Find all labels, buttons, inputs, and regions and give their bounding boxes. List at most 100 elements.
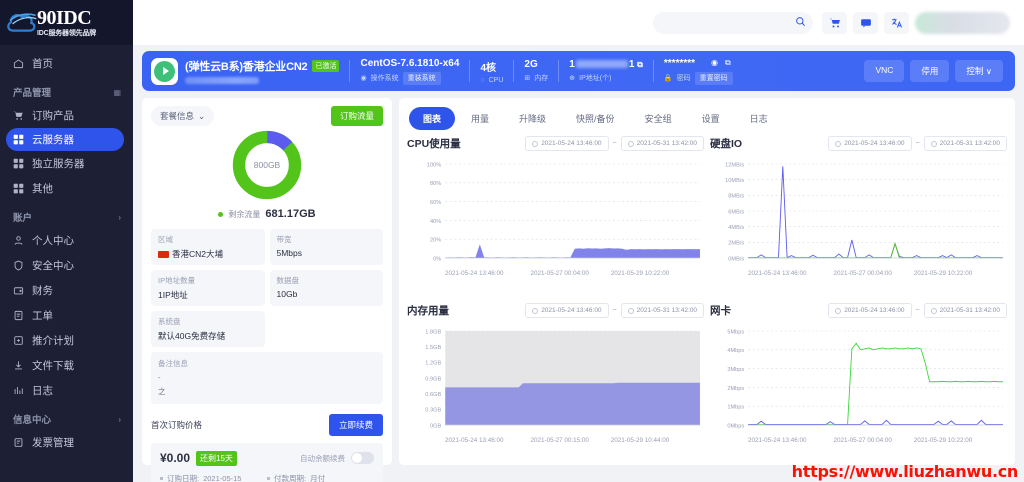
date-start-value: 2021-05-24 13:46:00 (541, 140, 602, 147)
sidebar-item-home[interactable]: 首页 (0, 51, 133, 76)
date-end-value: 2021-05-31 13:42:00 (939, 140, 1000, 147)
days-remaining-badge: 还剩15天 (196, 450, 237, 466)
translate-icon[interactable] (884, 11, 909, 34)
chart-title: 硬盘IO (710, 138, 743, 150)
date-end-value: 2021-05-31 13:42:00 (636, 307, 697, 314)
memory-label: 内存 (534, 75, 549, 82)
ip-suffix: 1 (628, 59, 635, 70)
legend-value: 681.17GB (265, 208, 316, 220)
reset-password-button[interactable]: 重置密码 (694, 71, 733, 85)
x-tick: 2021-05-27 00:15:00 (530, 437, 589, 444)
svg-text:40%: 40% (430, 219, 441, 225)
tab-logs[interactable]: 日志 (749, 114, 768, 124)
tab-usage[interactable]: 用量 (471, 114, 490, 124)
avatar[interactable] (915, 11, 1010, 34)
chart-cpu-usage: CPU使用量 2021-05-24 13:46:00 ~ 2021-05-31 … (407, 136, 704, 299)
auto-renew-toggle[interactable] (351, 452, 374, 464)
tab-settings[interactable]: 设置 (701, 114, 720, 124)
buy-traffic-button[interactable]: 订购流量 (330, 106, 383, 126)
x-axis-labels: 2021-05-24 13:46:00 2021-05-27 00:04:00 … (710, 270, 1007, 277)
svg-text:6MB/s: 6MB/s (728, 209, 744, 215)
svg-text:8MB/s: 8MB/s (728, 194, 744, 200)
stop-button[interactable]: 停用 (910, 60, 950, 82)
sidebar-item-security-center[interactable]: 安全中心 (0, 253, 133, 278)
x-axis-labels: 2021-05-24 13:46:00 2021-05-27 00:15:00 … (407, 437, 704, 444)
range-separator: ~ (612, 140, 617, 147)
tile-key: 区域 (158, 235, 173, 244)
sidebar-item-logs[interactable]: 日志 (0, 378, 133, 403)
search-input[interactable] (653, 11, 813, 34)
date-range-start-input[interactable]: 2021-05-24 13:46:00 (525, 303, 609, 318)
first-order-price-label: 首次订购价格 (151, 419, 203, 430)
eye-icon[interactable]: ◉ (711, 58, 719, 67)
tile-key: 数据盘 (276, 276, 300, 285)
meta-value: 2021-05-15 (203, 473, 242, 482)
x-tick: 2021-05-24 13:46:00 (445, 437, 504, 444)
spec-tiles: 区域 香港CN2大埔 带宽 5Mbps IP地址数量 1IP地址 数据盘 (151, 229, 383, 347)
spec-tile-region: 区域 香港CN2大埔 (151, 229, 265, 265)
content-area: (弹性云B系)香港企业CN2 已激活 CentOS-7.6.1810-x64 ◉… (133, 45, 1024, 482)
vnc-button[interactable]: VNC (864, 60, 905, 82)
date-range-end-input[interactable]: 2021-05-31 13:42:00 (923, 136, 1007, 151)
renew-now-button[interactable]: 立即续费 (328, 413, 383, 436)
x-tick: 2021-05-29 10:22:00 (913, 437, 973, 444)
sidebar-group-info-center[interactable]: 信息中心 › (0, 403, 133, 430)
package-select-label: 套餐信息 (160, 111, 195, 121)
sidebar-item-referral[interactable]: 推介计划 (0, 328, 133, 353)
legend-label: 剩余流量 (228, 209, 261, 219)
password-value: ******** (663, 57, 696, 69)
sidebar-item-downloads[interactable]: 文件下载 (0, 353, 133, 378)
date-range-start-input[interactable]: 2021-05-24 13:46:00 (828, 136, 912, 151)
note-line-1: - (158, 373, 161, 382)
date-range-end-input[interactable]: 2021-05-31 13:42:00 (923, 303, 1007, 318)
sidebar-item-label: 独立服务器 (32, 158, 85, 170)
watermark: https://www.liuzhanwu.cn (791, 462, 1019, 481)
memory-value: 2G (524, 59, 538, 70)
svg-text:12MB/s: 12MB/s (725, 162, 744, 168)
package-select[interactable]: 套餐信息 ⌄ (151, 106, 215, 126)
sidebar-group-account[interactable]: 账户 › (0, 201, 133, 228)
date-start-value: 2021-05-24 13:46:00 (844, 140, 905, 147)
sidebar-item-finance[interactable]: 财务 (0, 278, 133, 303)
copy-icon[interactable]: ⧉ (637, 60, 643, 69)
tab-bar: 图表 用量 升降级 快照/备份 安全组 设置 日志 (407, 104, 1007, 136)
os-label: 操作系统 (370, 75, 399, 82)
invoice-icon (13, 437, 32, 448)
chart-disk-io: 硬盘IO 2021-05-24 13:46:00 ~ 2021-05-31 13… (710, 136, 1007, 299)
meta-key: 付款周期: (274, 473, 307, 482)
cart-icon[interactable] (822, 11, 847, 34)
message-icon[interactable] (853, 11, 878, 34)
sidebar-item-tickets[interactable]: 工单 (0, 303, 133, 328)
sidebar-item-other[interactable]: 其他 (0, 176, 133, 201)
chart-title: CPU使用量 (407, 138, 461, 150)
sidebar-item-order-products[interactable]: 订购产品 (0, 103, 133, 128)
reinstall-os-button[interactable]: 重装系统 (402, 71, 441, 85)
sidebar-item-personal-center[interactable]: 个人中心 (0, 228, 133, 253)
tab-snapshot-backup[interactable]: 快照/备份 (576, 114, 615, 124)
date-range-start-input[interactable]: 2021-05-24 13:46:00 (828, 303, 912, 318)
sidebar-item-label: 首页 (32, 58, 53, 70)
tab-charts[interactable]: 图表 (409, 107, 456, 130)
tab-security-group[interactable]: 安全组 (644, 114, 672, 124)
sidebar-item-invoices[interactable]: 发票管理 (0, 430, 133, 455)
copy-icon[interactable]: ⧉ (725, 58, 731, 67)
sidebar-item-label: 个人中心 (32, 235, 74, 247)
tab-upgrade[interactable]: 升降级 (519, 114, 547, 124)
tile-value: 5Mbps (276, 248, 303, 258)
clock-icon (835, 140, 842, 147)
clock-icon (627, 307, 634, 314)
svg-text:1.8GB: 1.8GB (425, 329, 441, 335)
svg-text:2Mbps: 2Mbps (727, 386, 744, 392)
search-icon[interactable] (795, 14, 806, 32)
sidebar-group-products[interactable]: 产品管理 ▦ (0, 76, 133, 103)
date-range-start-input[interactable]: 2021-05-24 13:46:00 (525, 136, 609, 151)
tile-value: 香港CN2大埔 (172, 249, 224, 259)
date-range-end-input[interactable]: 2021-05-31 13:42:00 (620, 136, 704, 151)
control-dropdown-button[interactable]: 控制 ∨ (955, 60, 1003, 82)
sidebar-item-dedicated-server[interactable]: 独立服务器 (0, 151, 133, 176)
x-axis-labels: 2021-05-24 13:46:00 2021-05-27 00:04:00 … (407, 270, 704, 277)
brand-logo[interactable]: 90IDC IDC服务器领先品牌 (0, 0, 133, 45)
date-range-end-input[interactable]: 2021-05-31 13:42:00 (620, 303, 704, 318)
lock-icon: 🔒 (663, 75, 673, 82)
sidebar-item-cloud-server[interactable]: 云服务器 (6, 128, 124, 151)
